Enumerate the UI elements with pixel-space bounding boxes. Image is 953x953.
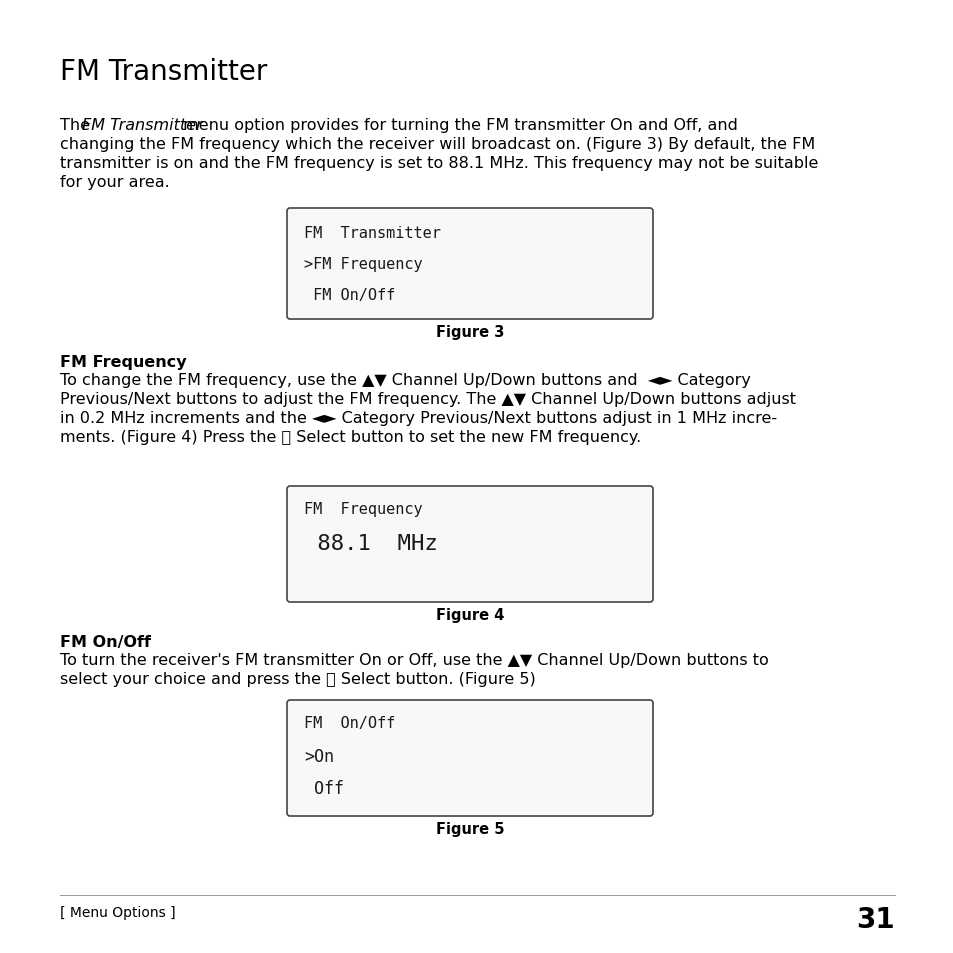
Text: Previous/Next buttons to adjust the FM frequency. The ▲▼ Channel Up/Down buttons: Previous/Next buttons to adjust the FM f… xyxy=(60,392,795,407)
Text: 31: 31 xyxy=(856,905,894,933)
Text: To change the FM frequency, use the ▲▼ Channel Up/Down buttons and  ◄► Category: To change the FM frequency, use the ▲▼ C… xyxy=(60,373,750,388)
Text: To turn the receiver's FM transmitter On or Off, use the ▲▼ Channel Up/Down butt: To turn the receiver's FM transmitter On… xyxy=(60,652,768,667)
Text: transmitter is on and the FM frequency is set to 88.1 MHz. This frequency may no: transmitter is on and the FM frequency i… xyxy=(60,156,818,171)
Text: changing the FM frequency which the receiver will broadcast on. (Figure 3) By de: changing the FM frequency which the rece… xyxy=(60,137,815,152)
Text: 88.1  MHz: 88.1 MHz xyxy=(304,534,437,554)
FancyBboxPatch shape xyxy=(287,700,652,816)
Text: FM Frequency: FM Frequency xyxy=(60,355,187,370)
Text: >FM Frequency: >FM Frequency xyxy=(304,256,422,272)
Text: menu option provides for turning the FM transmitter On and Off, and: menu option provides for turning the FM … xyxy=(178,118,737,132)
Text: Figure 5: Figure 5 xyxy=(436,821,504,836)
Text: FM Transmitter: FM Transmitter xyxy=(82,118,202,132)
Text: Off: Off xyxy=(304,780,344,797)
Text: FM  Transmitter: FM Transmitter xyxy=(304,226,440,241)
Text: FM Transmitter: FM Transmitter xyxy=(60,58,267,86)
Text: select your choice and press the ⎙ Select button. (Figure 5): select your choice and press the ⎙ Selec… xyxy=(60,671,536,686)
Text: Figure 3: Figure 3 xyxy=(436,325,503,339)
Text: in 0.2 MHz increments and the ◄► Category Previous/Next buttons adjust in 1 MHz : in 0.2 MHz increments and the ◄► Categor… xyxy=(60,411,777,426)
Text: FM On/Off: FM On/Off xyxy=(304,288,395,303)
Text: FM  On/Off: FM On/Off xyxy=(304,716,395,730)
Text: FM  Frequency: FM Frequency xyxy=(304,501,422,517)
Text: Figure 4: Figure 4 xyxy=(436,607,503,622)
Text: [ Menu Options ]: [ Menu Options ] xyxy=(60,905,175,919)
FancyBboxPatch shape xyxy=(287,209,652,319)
Text: The: The xyxy=(60,118,95,132)
Text: FM On/Off: FM On/Off xyxy=(60,635,151,649)
Text: >On: >On xyxy=(304,747,334,765)
Text: ments. (Figure 4) Press the ⎙ Select button to set the new FM frequency.: ments. (Figure 4) Press the ⎙ Select but… xyxy=(60,430,640,444)
FancyBboxPatch shape xyxy=(287,486,652,602)
Text: for your area.: for your area. xyxy=(60,174,170,190)
